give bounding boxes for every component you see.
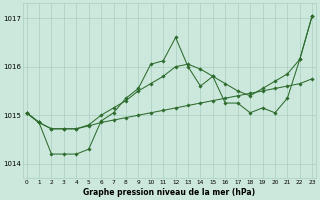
X-axis label: Graphe pression niveau de la mer (hPa): Graphe pression niveau de la mer (hPa) — [83, 188, 255, 197]
